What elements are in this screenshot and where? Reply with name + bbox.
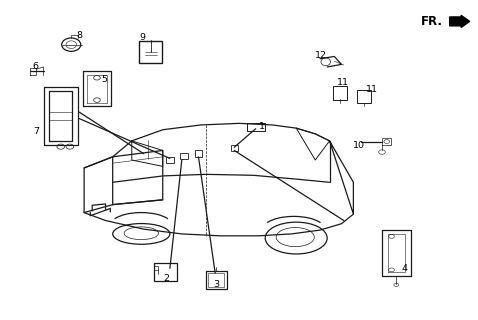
FancyArrow shape: [450, 15, 470, 28]
Text: 11: 11: [366, 85, 378, 94]
Bar: [357, 90, 370, 103]
Bar: [166, 157, 174, 163]
Text: 7: 7: [33, 127, 40, 136]
Text: 6: 6: [32, 61, 38, 70]
Text: 1: 1: [259, 122, 265, 131]
Ellipse shape: [113, 224, 170, 244]
Bar: [247, 123, 265, 131]
Bar: [333, 86, 347, 100]
Bar: [140, 41, 162, 62]
Text: 11: 11: [337, 78, 349, 87]
Bar: [180, 153, 188, 159]
Bar: [154, 263, 176, 281]
Bar: [195, 150, 202, 157]
Text: 3: 3: [213, 280, 219, 289]
Text: 8: 8: [76, 31, 82, 40]
Text: 9: 9: [140, 33, 146, 42]
Text: 4: 4: [402, 264, 408, 274]
Bar: [231, 145, 238, 151]
Text: 10: 10: [353, 141, 365, 150]
Text: 5: 5: [102, 75, 108, 84]
Ellipse shape: [265, 222, 327, 254]
Text: 12: 12: [315, 51, 327, 60]
Text: FR.: FR.: [421, 15, 443, 28]
Bar: [208, 273, 224, 287]
Text: 2: 2: [163, 274, 170, 283]
Bar: [206, 271, 227, 289]
